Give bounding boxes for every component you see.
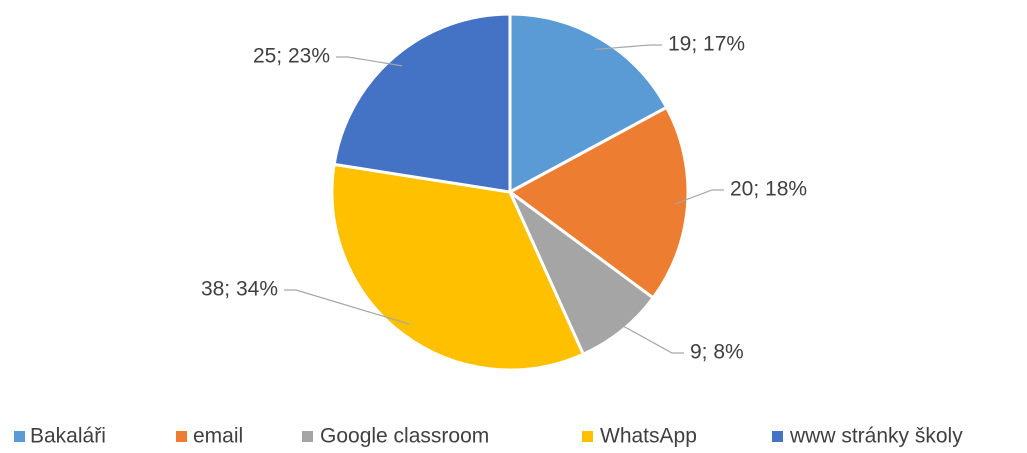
data-label: 19; 17% — [668, 33, 745, 56]
legend-swatch — [176, 431, 187, 442]
pie-slice — [508, 12, 669, 195]
leader-line — [594, 44, 662, 51]
legend-swatch — [582, 431, 593, 442]
legend-label: WhatsApp — [600, 425, 697, 448]
pie-slice — [332, 12, 512, 194]
legend-label: Google classroom — [320, 425, 489, 448]
data-label: 20; 18% — [730, 178, 807, 201]
leader-line — [336, 56, 403, 67]
pie-slice — [330, 162, 586, 372]
data-label: 38; 34% — [201, 278, 278, 301]
legend-swatch — [772, 431, 783, 442]
leader-line — [284, 289, 410, 325]
legend-label: email — [193, 425, 243, 448]
pie-slice — [507, 105, 690, 300]
pie-slice — [506, 187, 656, 357]
leader-line — [613, 320, 684, 354]
legend-label: www stránky školy — [789, 425, 963, 448]
legend-swatch — [14, 431, 25, 442]
legend-label: Bakaláři — [30, 425, 106, 448]
data-label: 9; 8% — [690, 341, 744, 364]
leader-line — [675, 189, 724, 205]
legend-swatch — [302, 431, 313, 442]
data-label: 25; 23% — [253, 45, 330, 68]
